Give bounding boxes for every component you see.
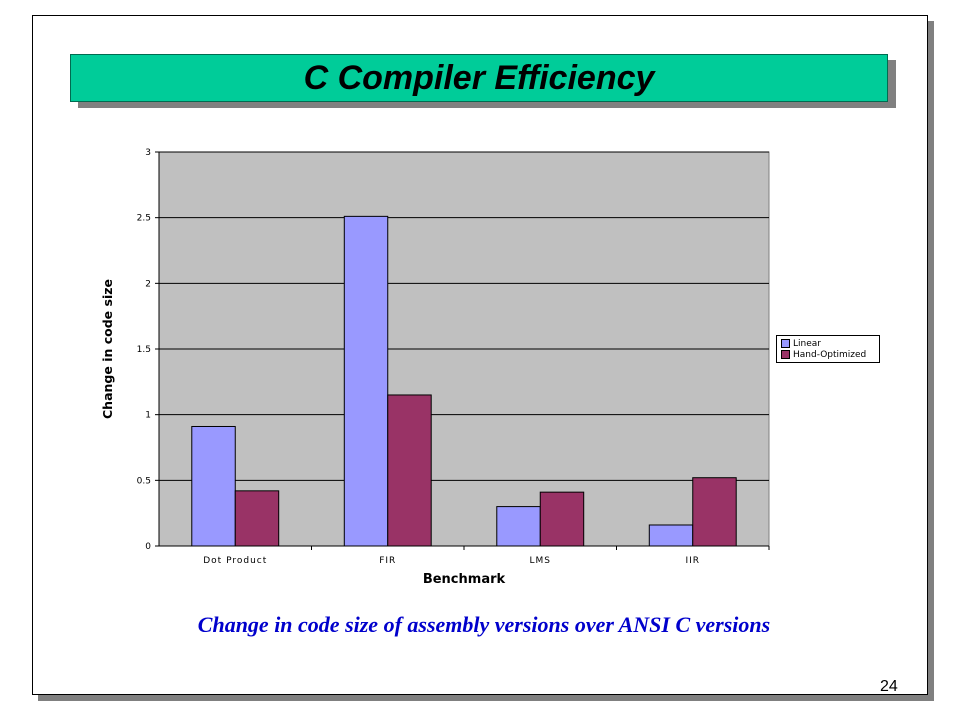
legend-swatch-hand-optimized xyxy=(781,350,790,359)
chart-legend: Linear Hand-Optimized xyxy=(776,335,880,363)
axes xyxy=(155,151,770,550)
page-number: 24 xyxy=(880,678,898,695)
x-axis-label: Benchmark xyxy=(423,572,506,587)
bars xyxy=(191,215,737,547)
y-axis-label: Change in code size xyxy=(101,279,115,419)
bar-hand-optimized-fir xyxy=(387,394,432,547)
y-tick-label: 2 xyxy=(145,279,151,289)
bar-hand-optimized-lms xyxy=(539,491,585,547)
y-tick-label: 2.5 xyxy=(137,214,151,224)
y-tick-label: 1.5 xyxy=(137,345,151,355)
y-tick-label: 0 xyxy=(145,542,151,552)
legend-item-hand-optimized: Hand-Optimized xyxy=(781,349,875,360)
y-tick-labels: 0 0.5 1 1.5 2 2.5 3 xyxy=(137,148,152,552)
legend-label-linear: Linear xyxy=(793,338,821,349)
y-tick-label: 1 xyxy=(145,411,151,421)
y-tick-label: 3 xyxy=(145,148,151,158)
legend-item-linear: Linear xyxy=(781,338,875,349)
y-tick-label: 0.5 xyxy=(137,476,151,486)
legend-swatch-linear xyxy=(781,339,790,348)
x-tick-label: FIR xyxy=(379,556,396,566)
bar-hand-optimized-dot-product xyxy=(234,490,280,547)
bar-linear-dot-product xyxy=(191,425,236,547)
bar-hand-optimized-iir xyxy=(692,477,737,547)
bar-linear-fir xyxy=(343,215,389,547)
x-tick-label: Dot Product xyxy=(203,556,267,566)
legend-label-hand-optimized: Hand-Optimized xyxy=(793,349,867,360)
grid-lines xyxy=(159,151,769,481)
x-tick-labels: Dot Product FIR LMS IIR xyxy=(203,556,700,566)
bar-linear-iir xyxy=(648,524,694,547)
x-tick-label: LMS xyxy=(530,556,552,566)
bar-linear-lms xyxy=(496,506,541,547)
x-tick-label: IIR xyxy=(685,556,700,566)
slide-title: C Compiler Efficiency xyxy=(303,58,655,97)
slide-caption: Change in code size of assembly versions… xyxy=(197,612,771,637)
title-bar: C Compiler Efficiency xyxy=(70,54,888,102)
